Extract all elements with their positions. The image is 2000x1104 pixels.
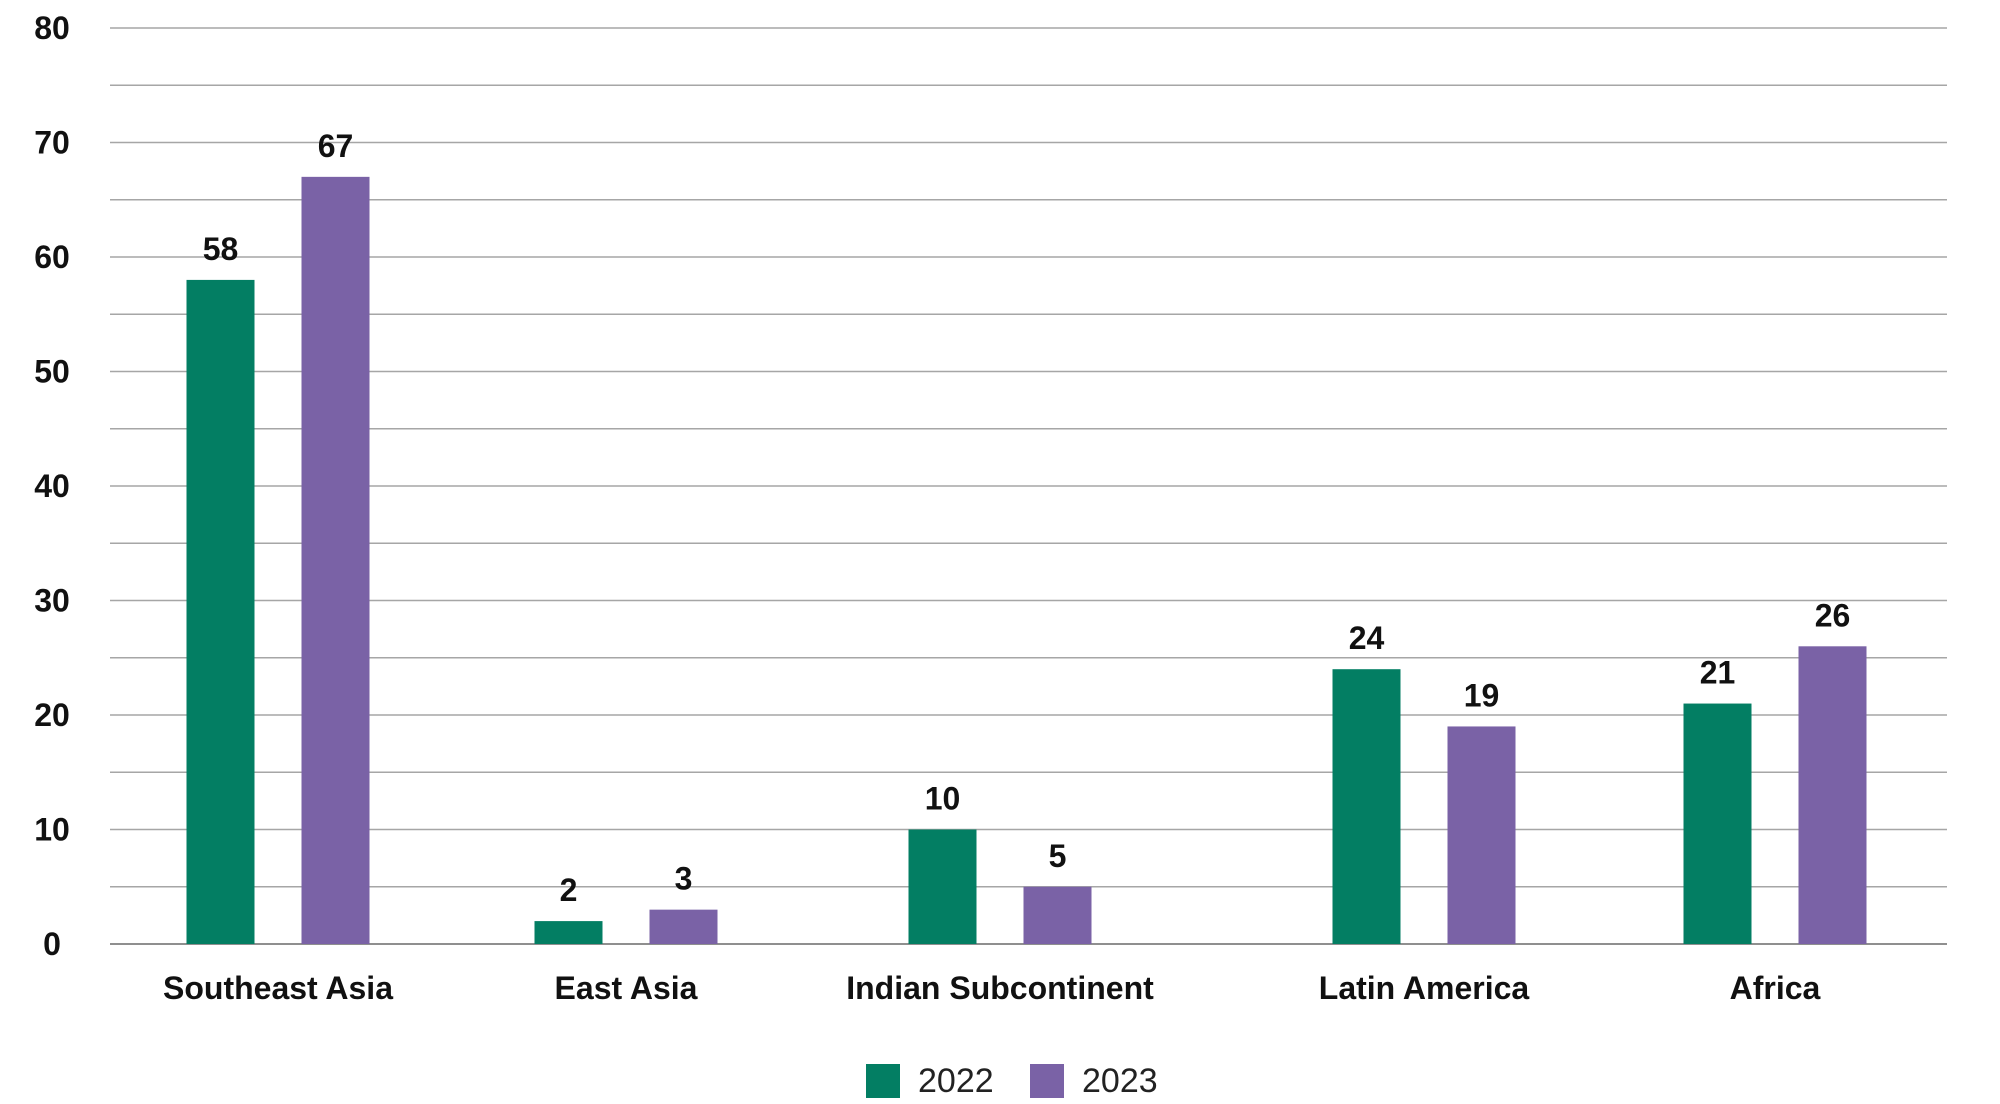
gridlines [110,27,1947,945]
data-label: 26 [1815,597,1851,633]
y-tick-label: 0 [43,926,61,962]
data-labels: 58 2 10 24 21 67 3 5 19 26 [203,128,1851,908]
x-tick-label: Africa [1730,970,1821,1006]
data-label: 24 [1349,620,1385,656]
y-tick-label: 60 [34,239,70,275]
x-tick-label: East Asia [555,970,698,1006]
legend-item-2023: 2023 [1030,1062,1158,1100]
bar-2022-latin-america [1332,669,1401,944]
bar-2023-latin-america [1447,726,1516,944]
y-tick-label: 40 [34,468,70,504]
data-label: 3 [675,861,693,897]
legend-swatch [1030,1064,1064,1098]
legend-item-2022: 2022 [866,1062,994,1100]
x-tick-label: Indian Subcontinent [846,970,1154,1006]
x-tick-label: Southeast Asia [163,970,393,1006]
bar-2022-indian-subcontinent [908,829,977,944]
legend-swatch [866,1064,900,1098]
x-axis-tick-labels: Southeast Asia East Asia Indian Subcontine… [163,970,1821,1006]
data-label: 21 [1700,655,1736,691]
legend-label: 2022 [918,1062,994,1100]
data-label: 67 [318,128,354,164]
bar-2023-southeast-asia [301,176,370,945]
y-tick-label: 30 [34,583,70,619]
data-label: 10 [925,781,961,817]
y-tick-label: 80 [34,10,70,46]
y-tick-label: 20 [34,697,70,733]
data-label: 58 [203,231,239,267]
data-label: 19 [1464,677,1500,713]
y-tick-label: 70 [34,125,70,161]
y-tick-label: 50 [34,354,70,390]
legend: 2022 2023 [866,1062,1158,1100]
bar-2023-east-asia [649,909,718,944]
x-tick-label: Latin America [1319,970,1530,1006]
data-label: 5 [1049,838,1067,874]
bar-2023-indian-subcontinent [1023,886,1092,944]
bar-2022-east-asia [534,921,603,944]
legend-label: 2023 [1082,1062,1158,1100]
y-tick-label: 10 [34,812,70,848]
bars [186,176,1867,945]
bar-2022-africa [1683,703,1752,944]
data-label: 2 [560,872,578,908]
bar-2022-southeast-asia [186,279,255,944]
y-axis-tick-labels: 0 10 20 30 40 50 60 70 80 [34,10,70,962]
bar-2023-africa [1798,646,1867,944]
